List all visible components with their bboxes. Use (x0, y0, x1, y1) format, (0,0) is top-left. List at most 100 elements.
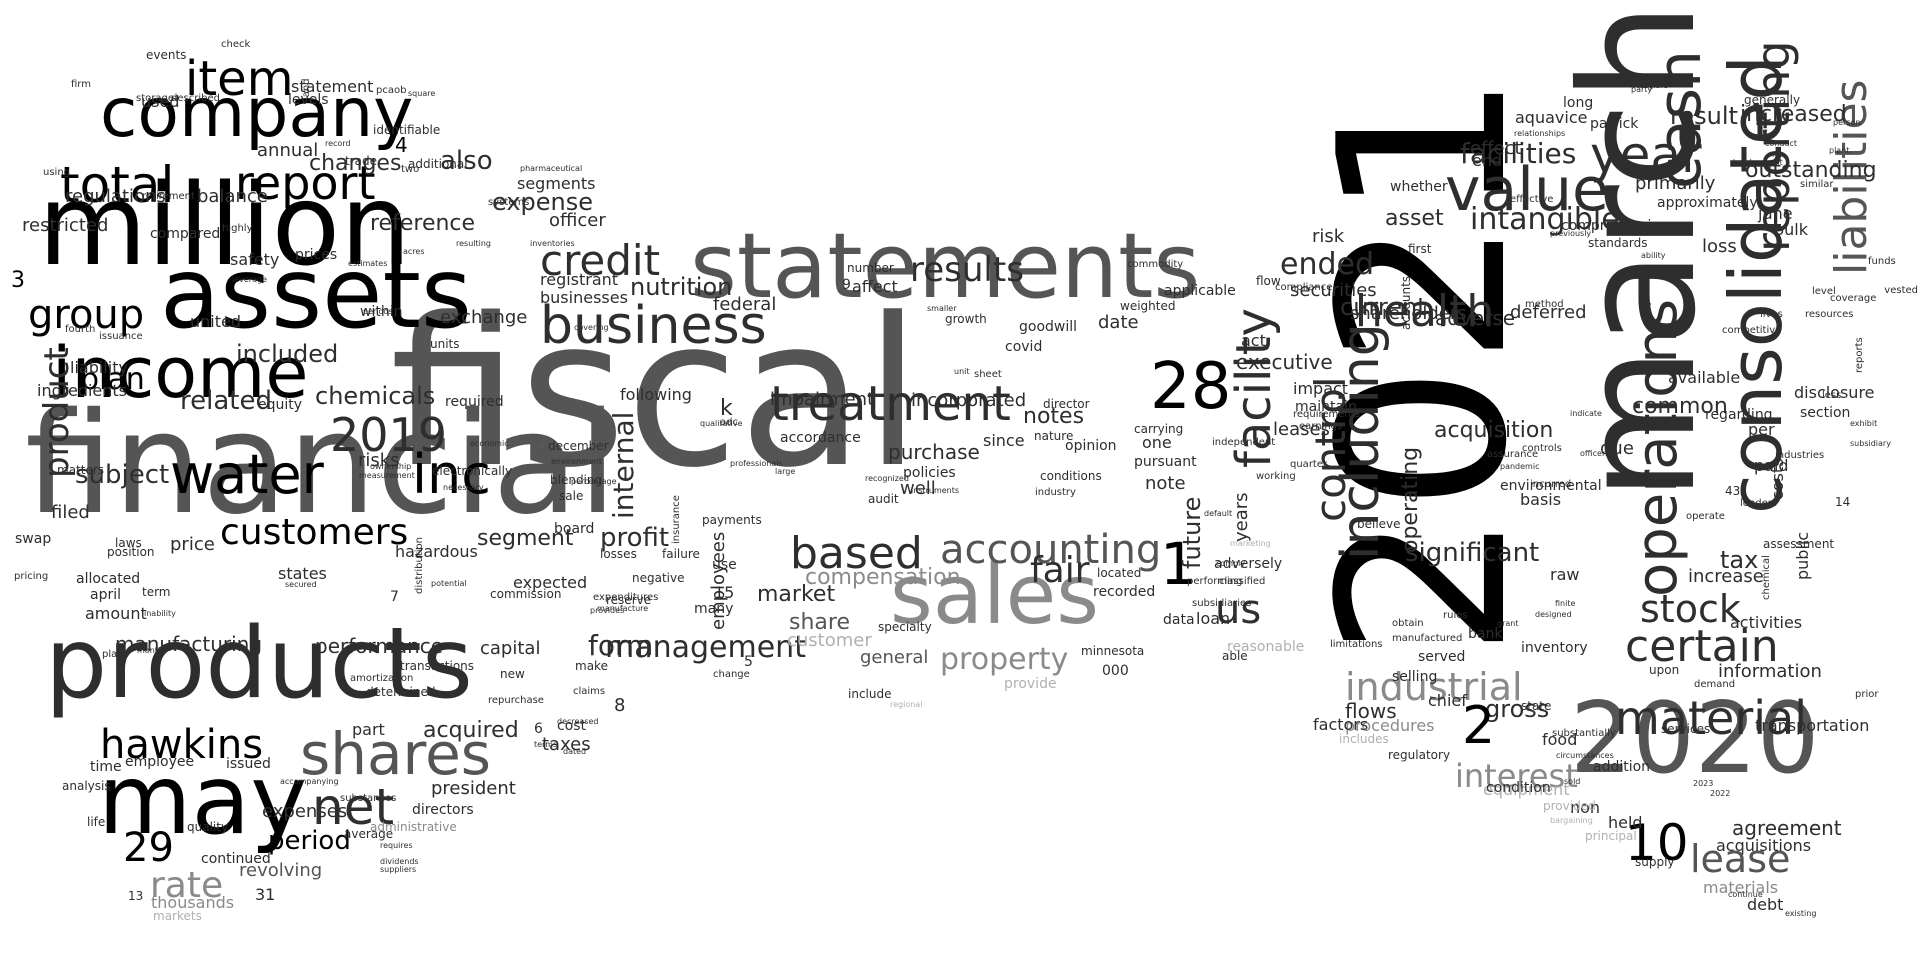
word-percentage: percentage (571, 477, 617, 486)
word-administrative: administrative (370, 820, 457, 834)
word-supply: supply (1635, 855, 1675, 869)
word-ended: ended (1280, 247, 1375, 282)
word-laws: laws (115, 536, 142, 550)
word-opinion: opinion (1065, 438, 1117, 454)
word-treatment: treatment (770, 376, 1011, 432)
word-believe: believe (1357, 517, 1401, 531)
word-certain: certain (1625, 621, 1779, 672)
word-employee: employee (125, 754, 195, 770)
word-conduct: conduct (1765, 139, 1798, 148)
word-substances: substances (340, 793, 397, 804)
word-28: 28 (1150, 350, 1232, 424)
word-number: number (847, 261, 894, 275)
word-identifiable: identifiable (373, 123, 441, 137)
word-9: 9 (842, 277, 851, 293)
word-form: form (588, 629, 654, 662)
word-revolving: revolving (239, 860, 323, 881)
word-board: board (554, 521, 595, 537)
word-effect: effect (1470, 138, 1522, 159)
word-loan: loan (1196, 609, 1231, 628)
word-capital: capital (480, 638, 541, 659)
word-nutrition: nutrition (630, 273, 733, 301)
word-term: term (142, 585, 171, 599)
word-claims: claims (573, 686, 606, 697)
word-end: end (1472, 151, 1503, 170)
word-filed: filed (51, 502, 90, 523)
word-secured: secured (285, 580, 317, 589)
word-8: 8 (614, 695, 626, 716)
word-grant: grant (1497, 619, 1519, 628)
word-exhibit: exhibit (1850, 419, 1878, 428)
word-pursuant: pursuant (1134, 454, 1197, 470)
word-covering: covering (574, 323, 609, 332)
word-regulations: regulations (65, 186, 166, 207)
word-manufactured: manufactured (1392, 633, 1463, 644)
word-united: united (190, 312, 241, 331)
word-debt: debt (1747, 895, 1784, 914)
word-current: current (1340, 293, 1427, 321)
word-prior: prior (1855, 689, 1879, 700)
word-2: 2 (1462, 696, 1496, 756)
word-unit: unit (954, 367, 970, 376)
word-many: many (694, 601, 734, 617)
word-sheet: sheet (974, 369, 1002, 380)
word-leverage: leverage (232, 275, 267, 284)
word-2019: 2019 (330, 408, 448, 462)
word-assets: assets (160, 237, 472, 351)
word-accordance: accordance (780, 430, 861, 446)
word-shares: shares (300, 720, 491, 788)
word-director: director (1043, 397, 1090, 411)
word-events: events (146, 48, 187, 62)
word-customer: customer (787, 630, 872, 651)
word-relationships: relationships (1514, 129, 1566, 138)
word-pricing: pricing (14, 571, 49, 582)
word-requirements: requirements (1293, 409, 1360, 420)
word-estimates: estimates (348, 259, 388, 268)
word-long: long (1563, 95, 1594, 111)
word-general: general (860, 647, 929, 668)
word-reserve: reserve (606, 593, 652, 607)
word-deferred: deferred (1510, 302, 1587, 323)
word-facilities: facilities (1460, 137, 1577, 170)
word-section: section (1800, 405, 1851, 421)
word-highly: highly (222, 223, 253, 234)
word-company: company (100, 74, 414, 153)
word-located: located (1097, 566, 1142, 580)
word-dated: dated (563, 747, 587, 756)
word-terms: terms (534, 740, 558, 749)
word-rules: rules (1443, 610, 1468, 621)
word-statements: statements (690, 214, 1201, 319)
word-common: common (1632, 394, 1728, 419)
word-recognized: recognized (865, 474, 909, 483)
word-generally: generally (1744, 93, 1801, 107)
word-inventories: inventories (530, 239, 575, 248)
word-level: level (1812, 286, 1836, 297)
word-goodwill: goodwill (1019, 319, 1078, 335)
word-changes: changes (309, 151, 402, 176)
word-resulting: resulting (456, 239, 492, 248)
word-outstanding: outstanding (1745, 158, 1877, 183)
word-flow: flow (1256, 274, 1281, 288)
word-per: per (1748, 420, 1775, 439)
word-decreased: decreased (557, 717, 599, 726)
word-applicable: applicable (1164, 283, 1236, 299)
word-approximately: approximately (1657, 195, 1758, 211)
word-eligible: eligible (1639, 81, 1668, 90)
word-mr: mr (1772, 150, 1784, 159)
word-distribution: distribution (414, 537, 425, 595)
word-limitations: limitations (1330, 639, 1383, 650)
word-value: value (1445, 155, 1609, 225)
word-prices: prices (295, 247, 338, 263)
word-income: income (52, 332, 309, 414)
word-basis: basis (1520, 490, 1562, 509)
word-adc: adc (720, 417, 738, 428)
word-management: management (605, 630, 806, 665)
word-restricted: restricted (22, 215, 109, 236)
word-addition: addition (1593, 759, 1651, 775)
word-sales: sales (890, 548, 1099, 643)
word-cost: cost (557, 718, 587, 734)
word-inability: inability (144, 609, 176, 618)
word-make: make (575, 659, 608, 673)
word-environment: environment (551, 457, 602, 466)
word-bargaining: bargaining (1550, 816, 1593, 825)
